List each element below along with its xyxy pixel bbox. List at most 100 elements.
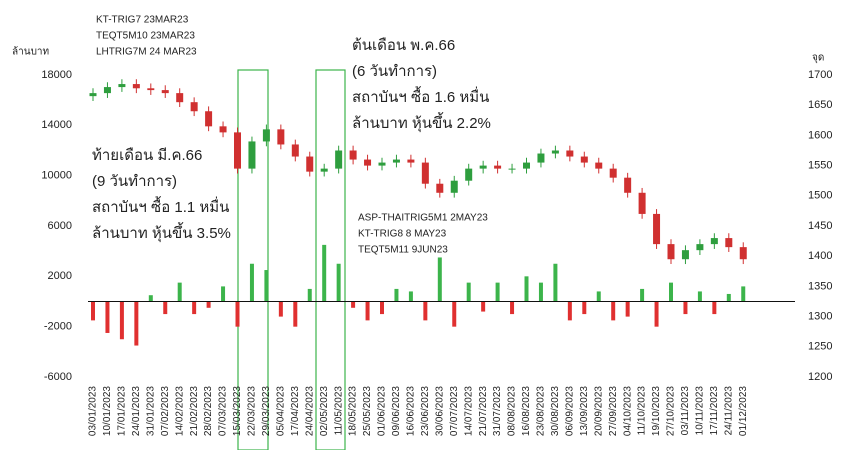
x-tick-label: 29/03/2023	[261, 386, 272, 436]
annotation: ASP-THAITRIG5M1 2MAY23	[358, 213, 488, 224]
flow-bar	[408, 291, 413, 302]
annotation: TEQT5M11 9JUN23	[358, 245, 448, 256]
candle-body	[335, 150, 343, 169]
annotation: ล้านบาท หุ้นขึ้น 3.5%	[92, 222, 231, 243]
flow-bar	[134, 301, 139, 346]
x-tick-label: 31/07/2023	[492, 386, 503, 436]
x-tick-label: 24/11/2023	[723, 386, 734, 436]
highlight-box	[315, 69, 346, 450]
y-tick-label: -2000	[44, 321, 72, 333]
flow-bar	[683, 301, 688, 315]
flow-bar	[712, 301, 717, 315]
y-tick-label: 14000	[41, 119, 72, 131]
flow-bar	[264, 270, 269, 302]
candle-body	[407, 159, 415, 163]
y2-tick-label: 1600	[808, 129, 832, 141]
x-tick-label: 24/01/2023	[131, 386, 142, 436]
y2-tick-label: 1350	[808, 280, 832, 292]
y2-tick-label: 1650	[808, 99, 832, 111]
candle-body	[248, 141, 256, 169]
candle-body	[320, 168, 328, 172]
candle-body	[421, 162, 429, 184]
x-tick-label: 11/05/2023	[333, 386, 344, 436]
flow-bar	[192, 301, 197, 315]
annotation: (9 วันทำการ)	[92, 173, 177, 190]
x-tick-label: 25/05/2023	[362, 386, 373, 436]
candle-body	[364, 159, 372, 166]
candle-body	[696, 244, 704, 251]
x-tick-label: 02/05/2023	[319, 386, 330, 436]
flow-bar	[322, 244, 327, 302]
flow-bar	[380, 301, 384, 315]
y2-tick-label: 1700	[808, 69, 832, 81]
y2-tick-label: 1300	[808, 311, 832, 323]
x-tick-label: 11/10/2023	[637, 386, 648, 436]
candle-body	[436, 183, 444, 193]
y2-tick-label: 1450	[808, 220, 832, 232]
candle-body	[392, 159, 400, 163]
x-tick-label: 30/08/2023	[550, 386, 561, 436]
candle-body	[219, 126, 227, 133]
y2-tick-label: 1250	[808, 341, 832, 353]
flow-bar	[365, 301, 370, 321]
candle-body	[291, 144, 299, 157]
x-tick-label: 01/12/2023	[738, 386, 749, 436]
flow-bar	[437, 257, 442, 302]
flow-bar	[466, 282, 471, 302]
x-tick-label: 28/02/2023	[203, 386, 214, 436]
flow-bar	[596, 291, 601, 302]
x-tick-label: 17/04/2023	[290, 386, 301, 436]
candle-body	[190, 102, 198, 112]
candle-body	[103, 87, 111, 94]
candle-body	[205, 111, 213, 127]
x-tick-label: 24/04/2023	[304, 386, 315, 436]
candle-body	[349, 150, 357, 160]
x-tick-label: 03/01/2023	[88, 386, 99, 436]
candle-body	[262, 129, 270, 142]
y2-tick-label: 1200	[808, 371, 832, 383]
candle-body	[609, 168, 617, 178]
candle-body	[710, 238, 718, 245]
x-tick-label: 07/03/2023	[218, 386, 229, 436]
y2-axis-label: จุด	[812, 53, 824, 64]
x-tick-label: 15/03/2023	[232, 386, 243, 436]
flow-bar	[235, 301, 240, 327]
candle-body	[551, 150, 559, 154]
annotation: สถาบันฯ ซื้อ 1.1 หมื่น	[92, 196, 229, 216]
flow-bar	[221, 286, 226, 302]
flow-bar	[510, 301, 515, 315]
flow-bar	[654, 301, 659, 327]
annotation: ต้นเดือน พ.ค.66	[352, 37, 455, 54]
x-tick-label: 07/02/2023	[160, 386, 171, 436]
flow-bar	[697, 291, 702, 302]
candle-body	[580, 156, 588, 163]
x-tick-label: 21/07/2023	[478, 386, 489, 436]
flow-bar	[423, 301, 428, 321]
x-tick-label: 04/10/2023	[622, 386, 633, 436]
candle-body	[161, 90, 169, 94]
x-tick-label: 06/09/2023	[564, 386, 575, 436]
x-tick-label: 14/02/2023	[174, 386, 185, 436]
flow-bar	[336, 263, 341, 302]
flow-bar	[206, 301, 211, 308]
x-tick-label: 20/09/2023	[593, 386, 604, 436]
flow-bar	[524, 276, 529, 302]
flow-bar	[163, 301, 168, 315]
flow-bar	[669, 282, 673, 302]
flow-bar	[611, 301, 616, 321]
x-tick-label: 17/11/2023	[709, 386, 720, 436]
flow-bar	[307, 288, 312, 302]
x-tick-label: 27/09/2023	[608, 386, 619, 436]
annotation: (6 วันทำการ)	[352, 63, 437, 80]
candle-body	[653, 213, 661, 245]
candle-body	[450, 180, 458, 193]
candle-body	[725, 238, 733, 248]
x-tick-label: 22/03/2023	[247, 386, 258, 436]
x-tick-label: 10/01/2023	[102, 386, 113, 436]
flow-bar	[177, 282, 182, 302]
candle-body	[147, 88, 155, 91]
flow-bar	[351, 301, 356, 308]
x-tick-label: 23/08/2023	[536, 386, 547, 436]
candle-body	[739, 247, 747, 260]
flow-bar	[452, 301, 457, 327]
